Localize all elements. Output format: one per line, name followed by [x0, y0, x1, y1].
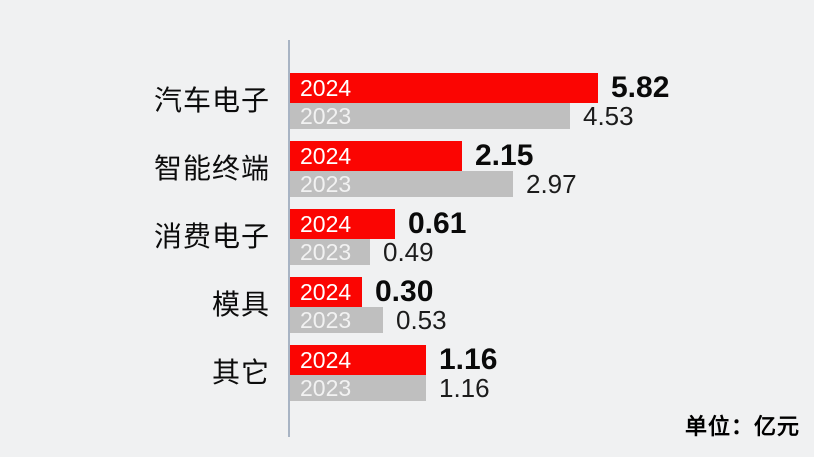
bar-year-label: 2023: [300, 238, 352, 265]
bar-year-label: 2023: [300, 170, 352, 197]
bar-year-label: 2023: [300, 374, 352, 401]
bar-2024: 2024 0.61: [290, 209, 466, 239]
bar-pair: 2024 5.82 2023 4.53: [290, 73, 814, 129]
bar-value-2024: 1.16: [439, 343, 498, 376]
bar-2023: 2023 2.97: [290, 170, 577, 197]
bar-pair: 2024 1.16 2023 1.16: [290, 345, 814, 401]
bar-year-label: 2024: [300, 346, 352, 373]
bar-2023: 2023 1.16: [290, 374, 490, 401]
category-label: 模具: [211, 289, 270, 320]
bar-2024: 2024 5.82: [290, 73, 669, 103]
chart-row-consumer-electronics: 消费电子 2024 0.61 2023 0.49: [0, 209, 814, 265]
chart-rows: 汽车电子 2024 5.82 2023 4.53 智能终端 2024 2.15: [0, 73, 814, 413]
bar-year-label: 2024: [300, 142, 352, 169]
bar-value-2023: 1.16: [439, 373, 490, 403]
bar-value-2024: 5.82: [611, 71, 670, 104]
unit-label: 单位：亿元: [684, 414, 800, 439]
bar-value-2024: 2.15: [475, 139, 534, 172]
chart-row-molds: 模具 2024 0.30 2023 0.53: [0, 277, 814, 333]
bar-2023: 2023 0.53: [290, 306, 447, 333]
bar-value-2023: 4.53: [583, 101, 634, 131]
bar-year-label: 2024: [300, 210, 352, 237]
bar-2023: 2023 4.53: [290, 102, 634, 129]
bar-pair: 2024 0.30 2023 0.53: [290, 277, 814, 333]
bar-year-label: 2024: [300, 278, 352, 305]
bar-year-label: 2023: [300, 306, 352, 333]
category-label: 消费电子: [153, 221, 270, 252]
bar-value-2023: 0.53: [396, 305, 447, 335]
chart-row-smart-terminal: 智能终端 2024 2.15 2023 2.97: [0, 141, 814, 197]
chart-row-others: 其它 2024 1.16 2023 1.16: [0, 345, 814, 401]
bar-value-2024: 0.30: [375, 275, 434, 308]
bar-2023: 2023 0.49: [290, 238, 434, 265]
bar-year-label: 2023: [300, 102, 352, 129]
bar-2024: 2024 1.16: [290, 345, 497, 375]
bar-year-label: 2024: [300, 74, 352, 101]
bar-2024: 2024 2.15: [290, 141, 533, 171]
bar-2024: 2024 0.30: [290, 277, 433, 307]
chart-row-auto-electronics: 汽车电子 2024 5.82 2023 4.53: [0, 73, 814, 129]
bar-pair: 2024 2.15 2023 2.97: [290, 141, 814, 197]
y-axis-line: [288, 40, 290, 437]
bar-value-2023: 0.49: [383, 237, 434, 267]
bar-value-2024: 0.61: [408, 207, 467, 240]
category-label: 其它: [211, 357, 270, 388]
category-label: 汽车电子: [153, 85, 270, 116]
bar-pair: 2024 0.61 2023 0.49: [290, 209, 814, 265]
category-label: 智能终端: [153, 153, 270, 184]
bar-value-2023: 2.97: [526, 169, 577, 199]
